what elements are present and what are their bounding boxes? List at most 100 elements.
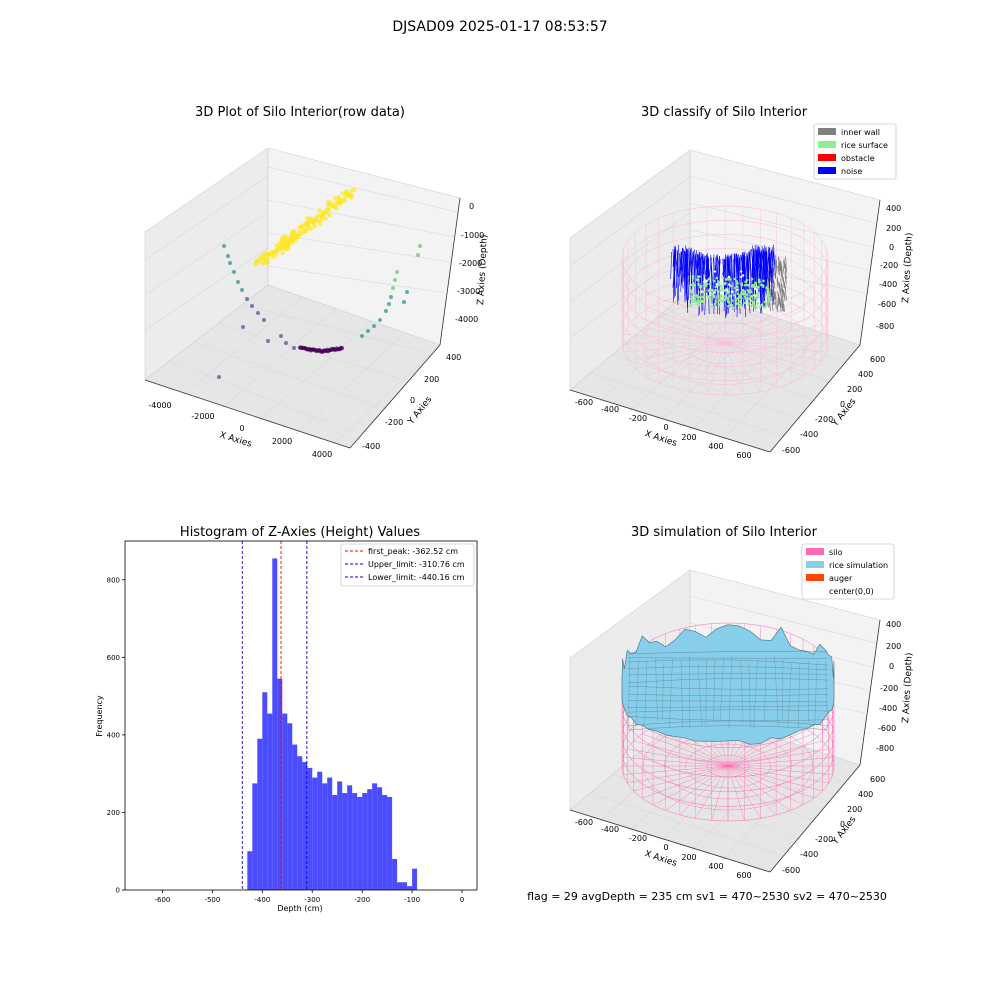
inner-wall-point (774, 291, 777, 300)
rice-surface-point (765, 302, 768, 306)
histogram-bar (362, 793, 368, 890)
panel2-z-tick: -800 (876, 322, 894, 331)
panel2-y-tick: -600 (782, 446, 800, 455)
rice-surface-point (702, 290, 706, 294)
panel1-z-tick: -1000 (461, 231, 484, 240)
histogram-bar (347, 785, 353, 890)
rice-surface-point (766, 290, 770, 294)
inner-wall-point (782, 303, 785, 312)
rice-surface-point (730, 299, 734, 302)
rice-surface-point (757, 278, 761, 282)
rice-surface-point (714, 285, 717, 289)
rice-surface-point (760, 283, 763, 287)
scatter-point (222, 244, 226, 248)
scatter-point (291, 229, 296, 235)
rice-surface-point (752, 301, 755, 305)
panel4-x-tick: -600 (575, 818, 593, 827)
scatter-point (349, 193, 354, 198)
histogram-bar (382, 794, 388, 890)
inner-wall-point (778, 256, 780, 265)
noise-point (730, 254, 734, 283)
panel4-z-ticks: -800 -600 -400 -200 0 200 400 (876, 620, 901, 753)
silo-floor-spoke (727, 765, 823, 792)
rice-surface-point (721, 287, 724, 291)
panel4-y-tick: 200 (847, 805, 862, 814)
inner-wall-point (780, 260, 783, 269)
rice-mesh-line (627, 716, 829, 722)
histogram-y-label: Frequency (95, 695, 104, 737)
panel1-points (217, 187, 422, 379)
silo-floor-spoke (635, 316, 726, 344)
silo-floor-spoke (627, 748, 729, 767)
inner-wall-point (779, 284, 781, 293)
histogram-bar (312, 777, 318, 890)
scatter-point (395, 270, 399, 274)
panel1-x-ticks: -4000 -2000 0 2000 4000 (148, 401, 332, 459)
silo-floor-spoke (658, 302, 726, 344)
scatter-point (418, 244, 422, 248)
rice-surface-point (767, 293, 771, 297)
scatter-point (277, 240, 283, 246)
scatter-point (332, 205, 337, 210)
legend-label: rice surface (841, 141, 888, 150)
rice-surface-point (697, 299, 700, 303)
rice-surface-point (729, 277, 732, 281)
silo-floor-spoke (627, 765, 729, 784)
obstacle-speck (705, 280, 708, 283)
histogram-bar (377, 787, 383, 890)
noise-point (676, 250, 680, 301)
rice-surface-point (740, 291, 743, 295)
panel2-y-tick: 600 (870, 355, 885, 364)
silo-floor-spoke (727, 733, 814, 767)
rice-mesh-line (627, 651, 829, 655)
panel-classify: 3D classify of Silo Interior -600 -400 -… (569, 105, 915, 460)
noise-point (769, 250, 772, 291)
histogram-y-tick-label: 0 (116, 887, 120, 895)
inner-wall-point (779, 299, 782, 308)
rice-surface-point (745, 293, 749, 296)
histogram-bars (247, 558, 418, 890)
noise-point (760, 254, 762, 270)
histogram-bar (387, 796, 393, 890)
noise-point (744, 257, 746, 318)
rice-mesh-line (627, 725, 829, 731)
rice-mesh-line (627, 705, 829, 708)
inner-wall-point (772, 296, 775, 305)
scatter-point (312, 218, 317, 223)
inner-wall-point (778, 267, 781, 276)
rice-surface-point (733, 277, 737, 281)
rice-surface-point (758, 280, 761, 284)
histogram-legend-label: Lower_limit: -440.16 cm (368, 573, 465, 582)
rice-mesh-line (680, 661, 683, 729)
status-line: flag = 29 avgDepth = 235 cm sv1 = 470~25… (527, 890, 887, 903)
noise-point (678, 252, 682, 277)
inner-wall-point (784, 264, 787, 273)
rice-surface-point (744, 296, 748, 300)
scatter-point (255, 259, 261, 264)
inner-wall-point (782, 266, 785, 275)
rice-surface-point (697, 283, 700, 287)
noise-point (740, 255, 742, 293)
inner-wall-point (777, 266, 780, 275)
panel1-y-ticks: -400 -200 0 200 400 (362, 353, 461, 451)
histogram-bar (357, 796, 363, 890)
scatter-point (217, 375, 221, 379)
rice-surface-point (732, 293, 736, 297)
inner-wall-point (772, 285, 775, 294)
rice-surface-point (722, 295, 726, 298)
panel1-x-tick: -4000 (148, 401, 171, 410)
panel1-y-tick: 400 (446, 353, 461, 362)
legend-swatch-obstacle (818, 154, 836, 161)
panel2-z-tick: -200 (880, 261, 898, 270)
inner-wall-point (774, 301, 777, 310)
silo-floor-spoke (652, 765, 729, 806)
silo-floor-spoke (724, 342, 815, 370)
histogram-bar (397, 882, 403, 890)
rice-mesh-line (627, 678, 829, 684)
histogram-x-tick-label: -300 (304, 896, 320, 904)
rice-surface-point (734, 286, 737, 290)
noise-point (771, 249, 774, 284)
rice-surface-point (750, 303, 754, 307)
panel1-x-tick: -2000 (191, 412, 214, 421)
rice-surface-point (709, 298, 712, 301)
